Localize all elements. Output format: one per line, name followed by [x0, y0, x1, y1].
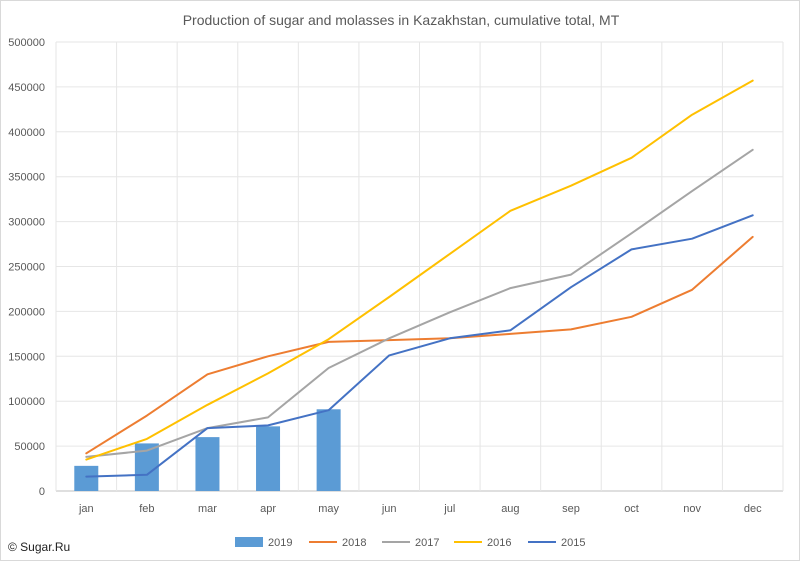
y-tick-label: 250000: [8, 262, 45, 274]
legend-swatch-2019: [235, 537, 263, 547]
chart-title: Production of sugar and molasses in Kaza…: [182, 12, 620, 28]
bar-2019: [316, 409, 341, 491]
x-tick-label: jul: [443, 503, 455, 515]
series-line-2016: [85, 79, 754, 461]
x-tick-label: feb: [139, 503, 154, 515]
y-tick-label: 500000: [8, 37, 45, 49]
series-line-2018: [85, 235, 754, 455]
y-tick-label: 50000: [14, 441, 45, 453]
x-tick-label: aug: [501, 503, 519, 515]
bar-2019: [195, 437, 220, 491]
y-tick-label: 200000: [8, 306, 45, 318]
series-line-2017: [85, 148, 754, 458]
bar-2019: [74, 465, 99, 491]
legend-label-2018: 2018: [342, 537, 366, 549]
x-tick-label: sep: [562, 503, 580, 515]
x-tick-label: dec: [744, 503, 762, 515]
y-tick-label: 100000: [8, 396, 45, 408]
y-tick-label: 400000: [8, 127, 45, 139]
legend-label-2017: 2017: [415, 537, 439, 549]
y-tick-label: 300000: [8, 217, 45, 229]
y-tick-label: 0: [39, 486, 45, 498]
x-tick-label: may: [318, 503, 339, 515]
legend-label-2019: 2019: [268, 537, 292, 549]
legend-label-2016: 2016: [487, 537, 511, 549]
y-tick-label: 150000: [8, 351, 45, 363]
legend-label-2015: 2015: [561, 537, 585, 549]
x-tick-label: mar: [198, 503, 217, 515]
bar-2019: [256, 426, 281, 491]
y-tick-label: 350000: [8, 172, 45, 184]
copyright-text: © Sugar.Ru: [8, 540, 71, 554]
x-tick-label: nov: [683, 503, 701, 515]
x-tick-label: jan: [78, 503, 94, 515]
x-tick-label: apr: [260, 503, 276, 515]
y-tick-label: 450000: [8, 82, 45, 94]
series-line-2015: [85, 214, 754, 478]
x-tick-label: jun: [381, 503, 397, 515]
x-tick-label: oct: [624, 503, 639, 515]
